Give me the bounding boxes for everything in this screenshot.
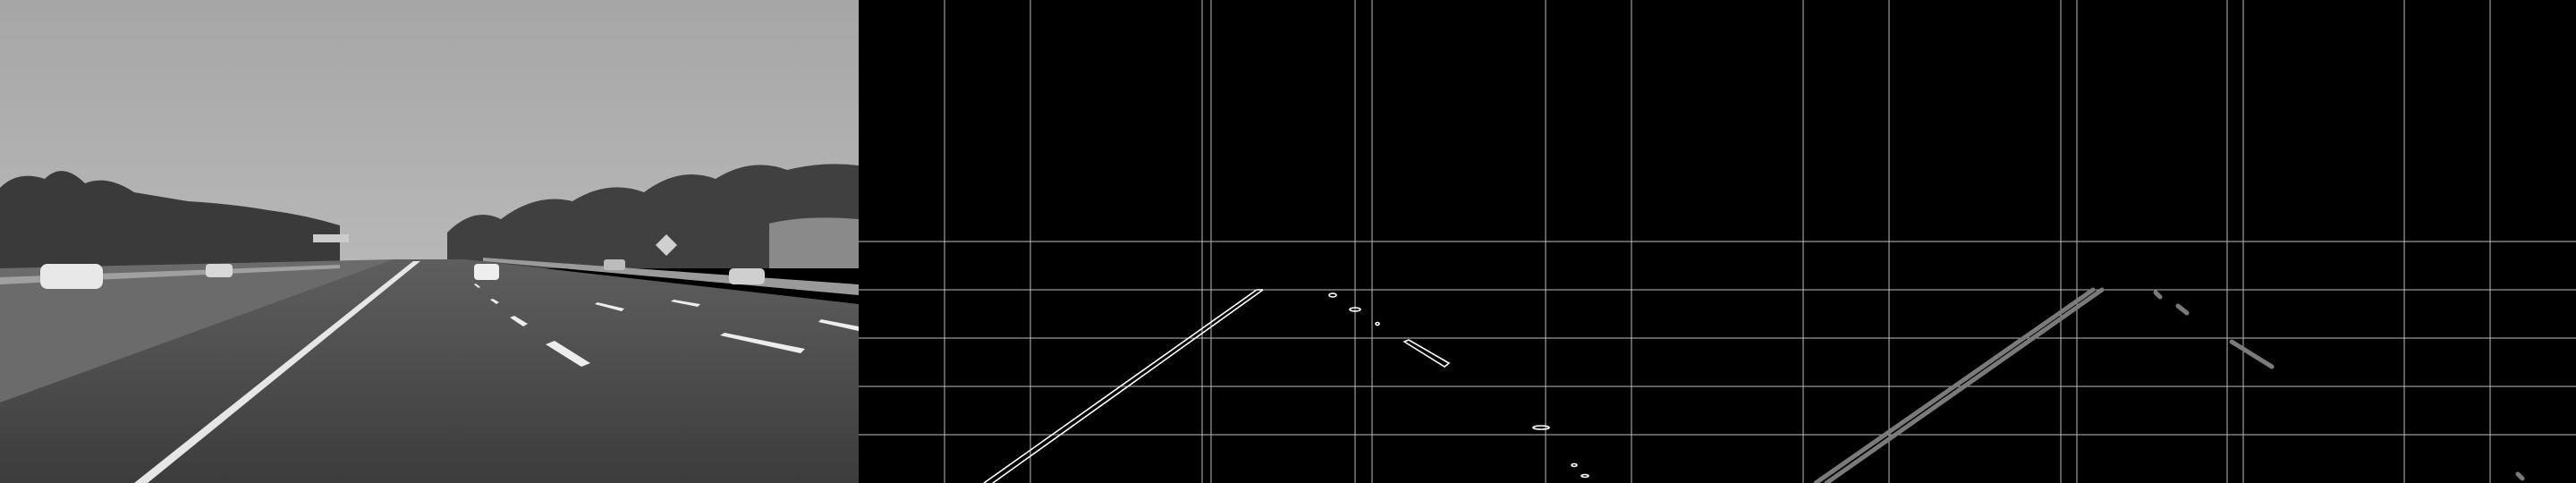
lane-dash bbox=[474, 284, 480, 288]
car bbox=[206, 264, 233, 277]
right-guardrail bbox=[483, 258, 859, 295]
masked-edge-lines bbox=[1813, 287, 2525, 483]
right-rock-face bbox=[769, 217, 859, 268]
lane-dash bbox=[720, 333, 805, 353]
car bbox=[40, 264, 103, 289]
lane-dash bbox=[671, 300, 700, 307]
masked-edges-panel bbox=[1717, 0, 2576, 483]
overhead-sign bbox=[313, 234, 349, 242]
car bbox=[474, 264, 499, 280]
grid-lines bbox=[1717, 0, 2576, 483]
canny-edges-panel bbox=[859, 0, 1717, 483]
edge-lines bbox=[983, 289, 1589, 483]
left-lane-line bbox=[134, 261, 420, 483]
road-photo-panel bbox=[0, 0, 859, 483]
car bbox=[604, 259, 625, 270]
lane-dash bbox=[818, 319, 859, 331]
car bbox=[729, 268, 765, 284]
lane-dash bbox=[490, 299, 499, 304]
lane-dash bbox=[595, 302, 624, 311]
left-trees bbox=[0, 171, 340, 268]
lane-dash bbox=[546, 341, 590, 367]
road-photo bbox=[0, 0, 859, 483]
grid-lines bbox=[859, 0, 1717, 483]
canny-edges bbox=[859, 0, 1717, 483]
road-sign bbox=[656, 234, 677, 256]
masked-edges bbox=[1717, 0, 2576, 483]
right-trees bbox=[447, 164, 859, 268]
lane-dash bbox=[510, 316, 528, 326]
